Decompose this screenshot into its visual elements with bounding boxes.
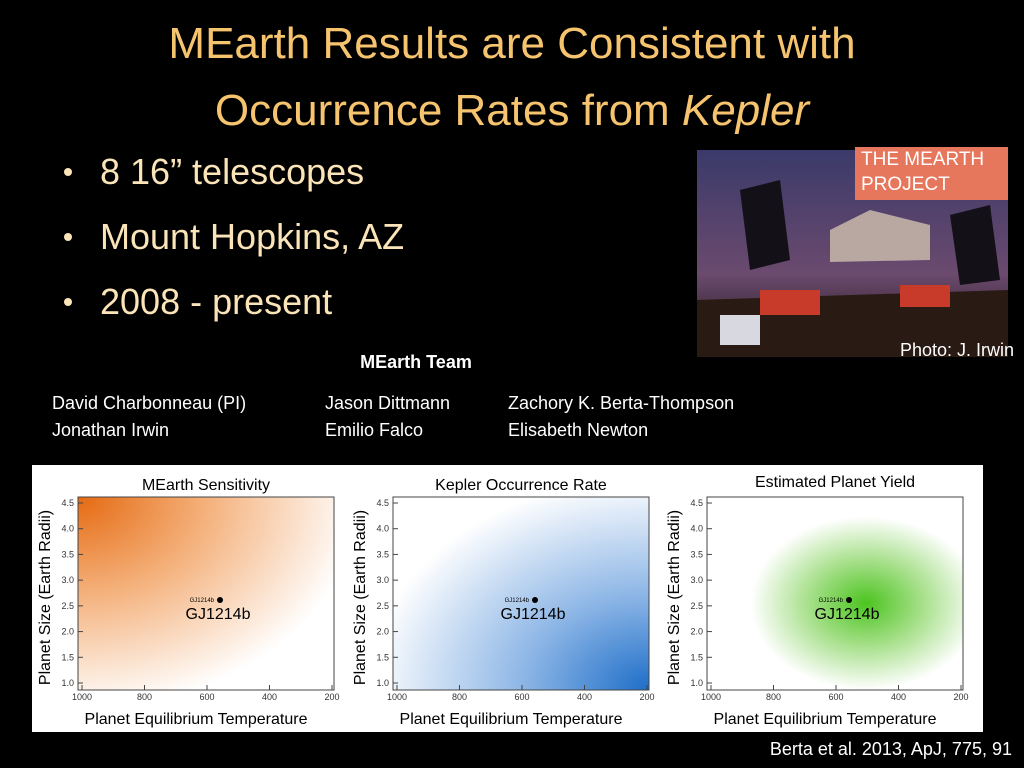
x-tick-label: 400 <box>262 692 277 702</box>
citation: Berta et al. 2013, ApJ, 775, 91 <box>770 739 1012 759</box>
panel-title: MEarth Sensitivity <box>142 477 270 494</box>
photo-badge: PROJECT <box>861 174 950 195</box>
y-tick-label: 1.0 <box>376 678 389 688</box>
planet-point <box>846 597 852 603</box>
x-tick-label: 800 <box>452 692 467 702</box>
planet-point <box>532 597 538 603</box>
point-label: GJ1214b <box>815 606 880 623</box>
team-member: Emilio Falco <box>325 420 423 440</box>
x-axis-label: Planet Equilibrium Temperature <box>85 711 308 728</box>
y-tick-label: 2.5 <box>61 601 74 611</box>
planet-point <box>217 597 223 603</box>
y-tick-label: 3.0 <box>61 575 74 585</box>
heatmap <box>706 496 964 691</box>
y-tick-label: 3.0 <box>690 575 703 585</box>
team-member: Zachory K. Berta-Thompson <box>508 393 734 413</box>
x-tick-label: 600 <box>828 692 843 702</box>
bullet: Mount Hopkins, AZ <box>100 216 404 257</box>
x-tick-label: 800 <box>766 692 781 702</box>
y-tick-label: 4.0 <box>376 524 389 534</box>
bullet: 8 16” telescopes <box>100 151 364 192</box>
point-label-small: GJ1214b <box>819 598 844 604</box>
y-tick-label: 3.0 <box>376 575 389 585</box>
team-member: Jason Dittmann <box>325 393 450 413</box>
y-tick-label: 1.5 <box>690 652 703 662</box>
x-tick-label: 400 <box>891 692 906 702</box>
title-text: Occurrence Rates from <box>215 86 682 135</box>
y-tick-label: 4.5 <box>376 498 389 508</box>
x-axis-label: Planet Equilibrium Temperature <box>400 711 623 728</box>
x-axis-label: Planet Equilibrium Temperature <box>714 711 937 728</box>
x-tick-label: 200 <box>324 692 339 702</box>
y-axis-label: Planet Size (Earth Radii) <box>352 510 369 685</box>
photo-badge: THE MEARTH <box>861 149 984 170</box>
x-tick-label: 600 <box>199 692 214 702</box>
team-heading: MEarth Team <box>360 352 472 372</box>
y-tick-label: 1.5 <box>61 652 74 662</box>
y-tick-label: 3.5 <box>690 549 703 559</box>
panel-title: Estimated Planet Yield <box>755 474 915 491</box>
y-tick-label: 4.5 <box>690 498 703 508</box>
x-tick-label: 600 <box>514 692 529 702</box>
point-label: GJ1214b <box>501 606 566 623</box>
point-label: GJ1214b <box>186 606 251 623</box>
bullet-dot <box>64 233 72 241</box>
y-tick-label: 4.0 <box>61 524 74 534</box>
y-tick-label: 2.5 <box>376 601 389 611</box>
y-tick-label: 3.5 <box>376 549 389 559</box>
y-tick-label: 2.0 <box>61 627 74 637</box>
x-tick-label: 200 <box>639 692 654 702</box>
x-tick-label: 800 <box>137 692 152 702</box>
heatmap <box>77 496 335 691</box>
y-tick-label: 4.5 <box>61 498 74 508</box>
photo <box>697 147 1008 357</box>
y-axis-label: Planet Size (Earth Radii) <box>37 510 54 685</box>
bullet-dot <box>64 168 72 176</box>
point-label-small: GJ1214b <box>190 598 215 604</box>
team-member: David Charbonneau (PI) <box>52 393 246 413</box>
x-tick-label: 1000 <box>701 692 721 702</box>
bullet: 2008 - present <box>100 281 332 322</box>
y-axis-label: Planet Size (Earth Radii) <box>666 510 683 685</box>
team-member: Elisabeth Newton <box>508 420 648 440</box>
title-line: Occurrence Rates from Kepler <box>215 86 812 135</box>
y-tick-label: 1.0 <box>61 678 74 688</box>
panel-title: Kepler Occurrence Rate <box>435 477 607 494</box>
y-tick-label: 1.0 <box>690 678 703 688</box>
y-tick-label: 4.0 <box>690 524 703 534</box>
x-tick-label: 400 <box>577 692 592 702</box>
title-line: MEarth Results are Consistent with <box>168 19 855 68</box>
y-tick-label: 1.5 <box>376 652 389 662</box>
y-tick-label: 2.5 <box>690 601 703 611</box>
y-tick-label: 3.5 <box>61 549 74 559</box>
x-tick-label: 1000 <box>72 692 92 702</box>
title-italic: Kepler <box>682 86 812 135</box>
photo-credit: Photo: J. Irwin <box>900 340 1014 360</box>
team-member: Jonathan Irwin <box>52 420 169 440</box>
x-tick-label: 200 <box>953 692 968 702</box>
heatmap <box>392 496 650 691</box>
y-tick-label: 2.0 <box>376 627 389 637</box>
bullet-dot <box>64 298 72 306</box>
x-tick-label: 1000 <box>387 692 407 702</box>
point-label-small: GJ1214b <box>505 598 530 604</box>
y-tick-label: 2.0 <box>690 627 703 637</box>
